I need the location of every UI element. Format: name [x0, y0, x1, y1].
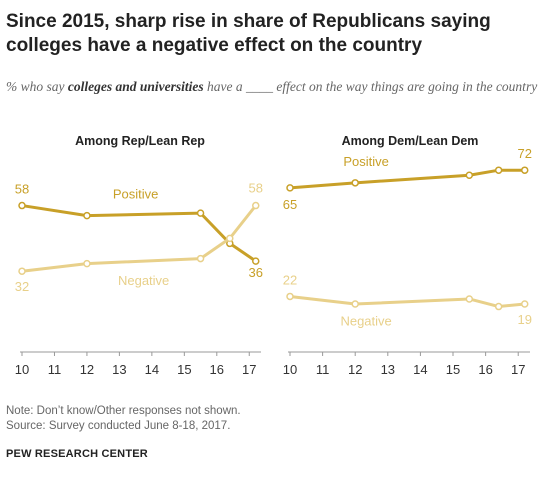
x-tick-label: 16 [478, 362, 492, 377]
data-label-start: 58 [15, 182, 29, 197]
data-point [494, 166, 503, 174]
x-tick-label: 13 [112, 362, 126, 377]
data-point [520, 300, 529, 308]
series-name-label: Negative [340, 314, 391, 329]
data-point [196, 209, 205, 217]
data-label-end: 72 [518, 146, 532, 161]
data-point [226, 234, 234, 243]
x-tick-label: 13 [381, 362, 395, 377]
data-point [286, 184, 294, 192]
org-name: PEW RESEARCH CENTER [6, 448, 148, 460]
series-name-label: Negative [118, 273, 169, 288]
x-tick-label: 14 [413, 362, 427, 377]
panel-title: Among Dem/Lean Dem [342, 134, 479, 148]
data-label-start: 32 [15, 279, 29, 294]
data-label-end: 19 [518, 312, 532, 327]
chart-subtitle: % who say colleges and universities have… [6, 78, 541, 96]
panel-title: Among Rep/Lean Rep [75, 134, 205, 148]
data-point [351, 300, 359, 308]
x-tick-label: 11 [316, 362, 330, 377]
x-tick-label: 11 [48, 362, 62, 377]
subtitle-part1: % who say [6, 79, 68, 94]
notes: Note: Don’t know/Other responses not sho… [6, 404, 241, 434]
note-text: Note: Don’t know/Other responses not sho… [6, 405, 241, 417]
series-name-label: Positive [113, 186, 159, 201]
series-line-positive [20, 204, 258, 263]
data-label-end: 58 [249, 181, 263, 196]
series-name-label: Positive [343, 154, 389, 169]
subtitle-part2: have a ____ effect on the way things are… [203, 79, 538, 94]
data-point [465, 171, 474, 179]
data-point [494, 302, 503, 311]
x-tick-label: 12 [348, 362, 362, 377]
data-label-end: 36 [249, 265, 263, 280]
x-tick-label: 17 [242, 362, 256, 377]
x-tick-label: 10 [15, 362, 29, 377]
data-point [252, 201, 260, 210]
data-point [83, 259, 91, 268]
data-label-start: 65 [283, 197, 297, 212]
data-point [465, 295, 474, 303]
data-point [196, 254, 205, 263]
data-point [351, 179, 359, 187]
series-line-negative [288, 294, 527, 309]
x-tick-label: 15 [177, 362, 191, 377]
data-point [286, 292, 294, 301]
x-tick-label: 14 [145, 362, 159, 377]
data-point [252, 257, 260, 265]
source-text: Source: Survey conducted June 8-18, 2017… [6, 420, 231, 432]
subtitle-emphasis: colleges and universities [67, 79, 204, 94]
data-point [18, 201, 26, 210]
data-point [520, 166, 529, 174]
data-point [83, 211, 91, 220]
x-tick-label: 17 [511, 362, 525, 377]
data-label-start: 22 [283, 272, 297, 287]
x-tick-label: 15 [446, 362, 460, 377]
x-tick-label: 16 [210, 362, 224, 377]
data-point [18, 267, 26, 275]
x-tick-label: 12 [80, 362, 94, 377]
x-tick-label: 10 [283, 362, 297, 377]
chart-title: Since 2015, sharp rise in share of Repub… [6, 11, 491, 56]
series-line-positive [288, 168, 527, 190]
